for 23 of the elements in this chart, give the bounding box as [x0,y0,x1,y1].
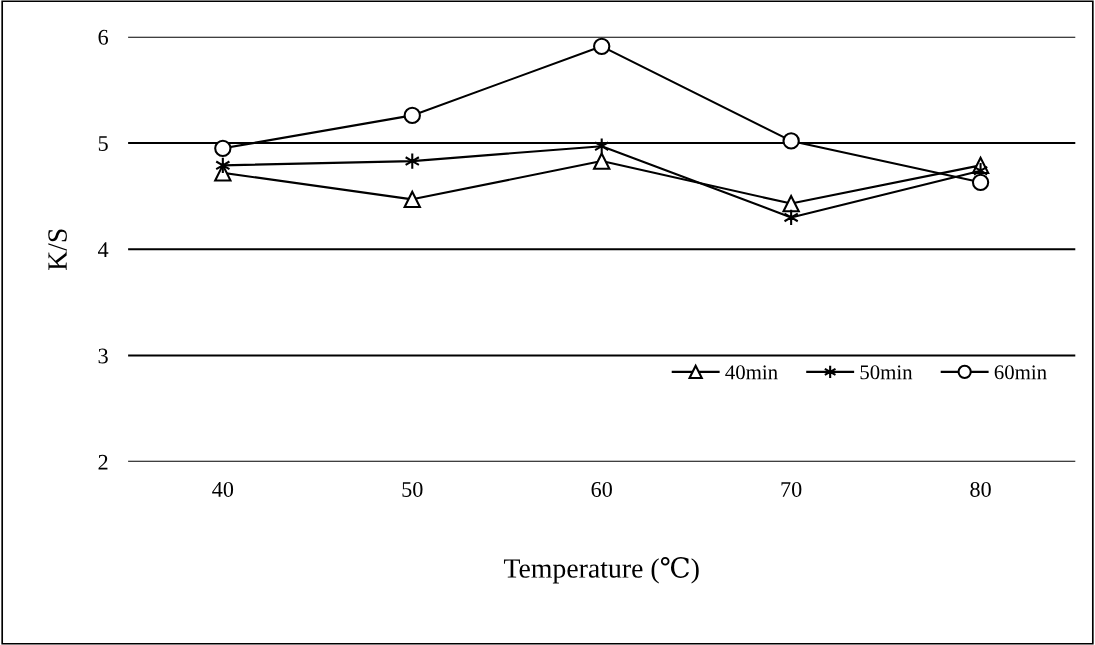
y-tick-label: 3 [98,348,108,364]
y-tick-label: 6 [98,29,109,45]
legend-label: 60min [994,365,1047,380]
point [971,173,990,192]
x-tick-label: 50 [402,481,423,497]
point [593,152,611,170]
x-tick-label: 40 [212,481,234,497]
y-tick-label: 4 [97,242,109,257]
point [214,139,232,158]
y-tick-label: 5 [98,136,108,151]
point [403,190,421,209]
x-tick-label: 60 [591,481,612,497]
x-tick-label: 70 [781,481,802,497]
y-tick-label: 2 [98,454,108,470]
point [593,37,611,56]
x-axis-title: Temperature (℃) [503,556,699,584]
legend-label: 50min [860,365,913,380]
point [403,106,421,125]
y-axis-title: K/S [48,229,67,271]
x-tick-label: 80 [970,481,991,497]
point [782,194,800,213]
legend-label: 40min [725,365,778,380]
point [782,132,800,150]
